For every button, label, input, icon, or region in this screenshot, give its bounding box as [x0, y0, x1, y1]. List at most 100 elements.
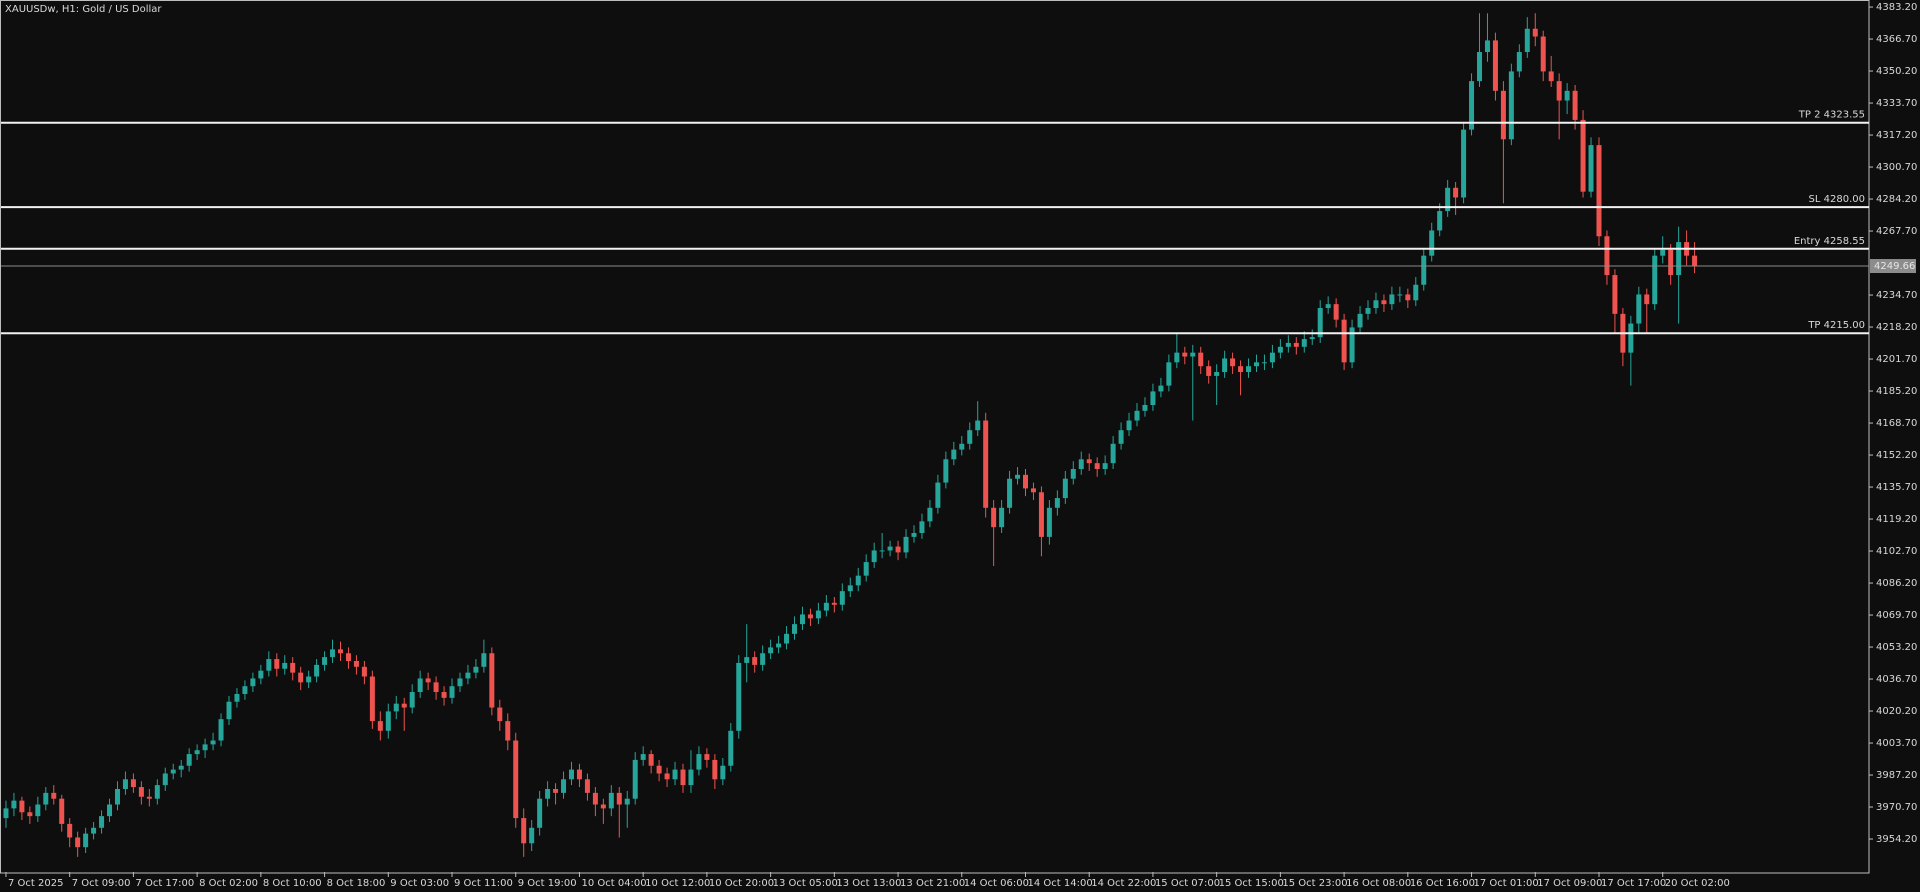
candle-body — [91, 827, 97, 834]
level-label: SL 4280.00 — [1809, 194, 1865, 205]
candle-body — [306, 676, 312, 683]
candle-body — [441, 692, 447, 698]
level-label: Entry 4258.55 — [1794, 236, 1865, 247]
candle-body — [1078, 459, 1084, 469]
candle-body — [1676, 242, 1682, 276]
y-tick-label: 4333.70 — [1876, 98, 1917, 109]
candle-body — [282, 662, 288, 669]
candle-body — [298, 672, 304, 683]
candle-body — [624, 798, 630, 805]
candle-body — [481, 653, 487, 667]
candle-body — [927, 507, 933, 522]
candle-body — [752, 657, 758, 665]
candle-body — [170, 769, 176, 774]
candle-body — [1429, 230, 1435, 256]
candle-body — [839, 591, 845, 605]
candle-body — [202, 744, 208, 751]
candle-body — [895, 546, 901, 553]
candle-body — [584, 779, 590, 793]
candle-body — [1572, 90, 1578, 120]
candle-body — [234, 693, 240, 702]
candle-body — [369, 676, 375, 722]
candle-body — [1349, 327, 1355, 363]
y-tick-label: 4300.70 — [1876, 162, 1917, 173]
candle-body — [1540, 36, 1546, 72]
candle-body — [1628, 323, 1634, 353]
candle-body — [1158, 385, 1164, 392]
candle-body — [720, 765, 726, 780]
candle-body — [887, 546, 893, 551]
candle-body — [1206, 366, 1212, 376]
candle-body — [497, 707, 503, 722]
candle-body — [1190, 352, 1196, 357]
candle-body — [1293, 342, 1299, 347]
x-tick-label: 10 Oct 20:00 — [709, 878, 774, 889]
candle-body — [1556, 81, 1562, 101]
y-tick-label: 4383.20 — [1876, 2, 1917, 13]
candle-body — [266, 659, 272, 671]
x-tick-label: 13 Oct 13:00 — [836, 878, 901, 889]
candle-body — [1508, 71, 1514, 140]
candle-body — [1198, 352, 1204, 367]
candle-body — [792, 624, 798, 634]
candle-body — [1054, 498, 1060, 508]
y-tick-label: 4020.20 — [1876, 706, 1917, 717]
candle-body — [903, 536, 909, 553]
candle-body — [385, 711, 391, 731]
candle-body — [361, 666, 367, 677]
candle-body — [744, 657, 750, 663]
candle-body — [513, 740, 519, 819]
x-tick-label: 13 Oct 05:00 — [773, 878, 838, 889]
candle-body — [409, 692, 415, 708]
candle-body — [1580, 119, 1586, 192]
y-tick-label: 4152.20 — [1876, 450, 1917, 461]
candle-body — [1612, 275, 1618, 314]
candle-body — [353, 660, 359, 667]
candle-body — [648, 754, 654, 766]
candle-body — [688, 769, 694, 786]
candle-body — [1453, 187, 1459, 198]
x-tick-label: 8 Oct 18:00 — [327, 878, 386, 889]
x-tick-label: 7 Oct 2025 — [8, 878, 63, 889]
candle-body — [1477, 52, 1483, 82]
candle-body — [1469, 81, 1475, 130]
candle-body — [146, 796, 152, 799]
candle-body — [338, 649, 344, 654]
candle-body — [457, 678, 463, 687]
candle-body — [1214, 372, 1220, 376]
candle-body — [847, 585, 853, 592]
candle-body — [35, 804, 41, 817]
bid-label: 4249.66 — [1874, 261, 1915, 272]
candle-body — [529, 827, 535, 844]
y-tick-label: 4350.20 — [1876, 66, 1917, 77]
candle-body — [1652, 255, 1658, 305]
candle-body — [345, 653, 351, 661]
candle-body — [1246, 366, 1252, 373]
x-tick-label: 9 Oct 11:00 — [454, 878, 513, 889]
candle-body — [393, 703, 399, 712]
candle-body — [1166, 362, 1172, 386]
candle-body — [815, 610, 821, 619]
candle-body — [274, 659, 280, 669]
y-tick-label: 4366.70 — [1876, 34, 1917, 45]
x-tick-label: 7 Oct 09:00 — [72, 878, 131, 889]
candle-body — [1094, 463, 1100, 469]
x-tick-label: 20 Oct 02:00 — [1665, 878, 1730, 889]
y-tick-label: 4168.70 — [1876, 418, 1917, 429]
candle-body — [1644, 294, 1650, 305]
candle-body — [1015, 474, 1021, 479]
candle-body — [768, 647, 774, 654]
x-tick-label: 15 Oct 23:00 — [1282, 878, 1347, 889]
plot-frame — [0, 0, 1870, 874]
candle-body — [226, 701, 232, 720]
candle-body — [1253, 362, 1259, 367]
candle-body — [1413, 284, 1419, 301]
candle-body — [728, 730, 734, 766]
x-tick-label: 14 Oct 06:00 — [964, 878, 1029, 889]
candle-body — [51, 792, 57, 799]
y-tick-label: 4317.20 — [1876, 130, 1917, 141]
x-tick-label: 8 Oct 02:00 — [199, 878, 258, 889]
candle-body — [1405, 294, 1411, 301]
candle-body — [3, 808, 9, 819]
candle-body — [1070, 468, 1076, 479]
